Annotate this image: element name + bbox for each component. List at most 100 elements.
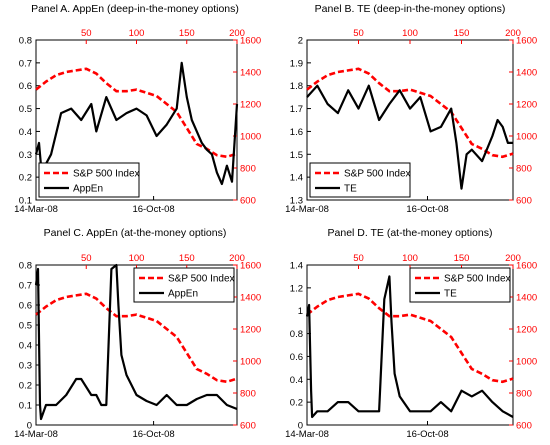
y-left-tick-label: 0.3 [19, 361, 32, 372]
y-right-tick-label: 1200 [516, 100, 537, 111]
x-top-tick-label: 50 [353, 253, 364, 264]
y-left-tick-label: 2 [298, 36, 303, 47]
x-top-tick-label: 150 [179, 28, 195, 39]
legend-label: TE [444, 289, 457, 300]
y-left-tick-label: 1.9 [290, 58, 303, 69]
y-left-tick-label: 0.3 [19, 150, 32, 161]
series-line-s-p-500-index [306, 292, 514, 384]
y-right-tick-label: 800 [240, 389, 256, 400]
panel-a: Panel A. AppEn (deep-in-the-money option… [14, 3, 261, 215]
panel-c-plot: 0 0.1 0.2 0.3 0.4 0.5 0.6 0.7 0.8 600 800 1000 1200 1… [14, 253, 261, 440]
panel-b-plot: 1.3 1.4 1.5 1.6 1.7 1.8 1.9 2 600 800 1000 1200 1400… [285, 28, 537, 215]
y-right-tick-label: 800 [516, 389, 532, 400]
panel-c: Panel C. AppEn (at-the-money options) 0 0… [14, 227, 261, 440]
series-line-te [305, 275, 514, 419]
legend-box [309, 162, 411, 198]
y-right-tick-label: 600 [516, 421, 532, 432]
x-bottom-tick-label: 14-Mar-08 [14, 204, 58, 215]
x-top-tick-label: 100 [402, 253, 418, 264]
legend-label: S&P 500 Index [444, 274, 511, 285]
x-top-tick-label: 200 [229, 28, 245, 39]
x-bottom-tick-label: 14-Mar-08 [14, 429, 58, 440]
y-left-tick-label: 1.7 [290, 104, 303, 115]
x-top-tick-label: 50 [81, 253, 92, 264]
panel-a-plot: 0.1 0.2 0.3 0.4 0.5 0.6 0.7 0.8 600 800 1000 1200 14… [14, 28, 261, 215]
x-top-tick-label: 200 [505, 28, 521, 39]
series-line-te [306, 84, 513, 190]
y-right-tick-label: 1200 [240, 325, 261, 336]
panel-b-title: Panel B. TE (deep-in-the-money options) [315, 3, 506, 15]
series-line-s-p-500-index [35, 292, 238, 384]
y-left-tick-label: 0.4 [290, 375, 303, 386]
y-left-tick-label: 0.8 [19, 36, 32, 47]
y-right-tick-label: 1600 [516, 36, 537, 47]
y-left-tick-label: 1 [298, 306, 303, 317]
legend-box [409, 267, 511, 303]
series-line-s-p-500-index [306, 67, 514, 159]
legend-label: AppEn [73, 184, 103, 195]
panel-b: Panel B. TE (deep-in-the-money options) … [285, 3, 537, 215]
y-left-tick-label: 0.4 [19, 341, 32, 352]
x-top-tick-label: 150 [454, 28, 470, 39]
x-top-tick-label: 150 [454, 253, 470, 264]
panel-c-title: Panel C. AppEn (at-the-money options) [44, 227, 227, 239]
y-left-tick-label: 0.6 [19, 81, 32, 92]
y-right-tick-label: 1600 [240, 261, 261, 272]
x-top-tick-label: 150 [179, 253, 195, 264]
x-top-tick-label: 50 [81, 28, 92, 39]
panel-a-title: Panel A. AppEn (deep-in-the-money option… [31, 3, 239, 15]
y-left-tick-label: 1.8 [290, 81, 303, 92]
y-right-tick-label: 800 [516, 164, 532, 175]
panel-d: Panel D. TE (at-the-money options) 00.20… [285, 227, 537, 440]
y-right-tick-label: 600 [240, 196, 256, 207]
y-right-tick-label: 1400 [516, 293, 537, 304]
y-right-tick-label: 1000 [240, 357, 261, 368]
y-left-tick-label: 1.4 [290, 173, 303, 184]
y-left-tick-label: 0.2 [19, 173, 32, 184]
series-line-s-p-500-index [35, 67, 238, 159]
y-left-tick-label: 0.6 [290, 352, 303, 363]
y-right-tick-label: 1200 [516, 325, 537, 336]
legend-label: S&P 500 Index [344, 169, 411, 180]
x-top-tick-label: 200 [505, 253, 521, 264]
panel-d-plot: 0 0.2 0.4 0.6 0.8 1 1.2 1.4 600 800 1000 1200 1400 16… [285, 253, 537, 440]
y-right-tick-label: 1600 [240, 36, 261, 47]
y-left-tick-label: 1.5 [290, 150, 303, 161]
x-top-tick-label: 50 [353, 28, 364, 39]
legend-label: TE [344, 184, 357, 195]
x-bottom-tick-label: 14-Mar-08 [285, 429, 329, 440]
panel-d-title: Panel D. TE (at-the-money options) [328, 227, 493, 239]
x-top-tick-label: 100 [129, 253, 145, 264]
y-left-tick-label: 0.2 [290, 398, 303, 409]
y-right-tick-label: 800 [240, 164, 256, 175]
y-left-tick-label: 0.5 [19, 104, 32, 115]
legend-label: S&P 500 Index [73, 169, 140, 180]
legend: S&P 500 Index TE [409, 267, 511, 303]
y-right-tick-label: 1000 [240, 132, 261, 143]
y-left-tick-label: 0 [27, 421, 32, 432]
y-left-tick-label: 0.4 [19, 127, 32, 138]
legend-label: AppEn [168, 289, 198, 300]
x-bottom-tick-label: 16-Oct-08 [132, 204, 174, 215]
y-left-tick-label: 0.1 [19, 196, 32, 207]
y-left-tick-label: 1.2 [290, 283, 303, 294]
x-bottom-tick-label: 16-Oct-08 [406, 204, 448, 215]
y-right-tick-label: 1000 [516, 132, 537, 143]
series-line-appen [34, 61, 239, 186]
legend-box [38, 162, 140, 198]
y-left-tick-label: 0.6 [19, 301, 32, 312]
x-top-tick-label: 100 [129, 28, 145, 39]
y-right-tick-label: 1000 [516, 357, 537, 368]
y-right-tick-label: 1200 [240, 100, 261, 111]
y-right-tick-label: 1600 [516, 261, 537, 272]
y-left-tick-label: 1.3 [290, 196, 303, 207]
legend-box [133, 267, 235, 303]
y-left-tick-label: 0.8 [19, 261, 32, 272]
x-bottom-tick-label: 14-Mar-08 [285, 204, 329, 215]
y-right-tick-label: 1400 [240, 293, 261, 304]
x-top-tick-label: 200 [229, 253, 245, 264]
y-right-tick-label: 600 [516, 196, 532, 207]
legend: S&P 500 Index TE [309, 162, 411, 198]
x-bottom-tick-label: 16-Oct-08 [406, 429, 448, 440]
